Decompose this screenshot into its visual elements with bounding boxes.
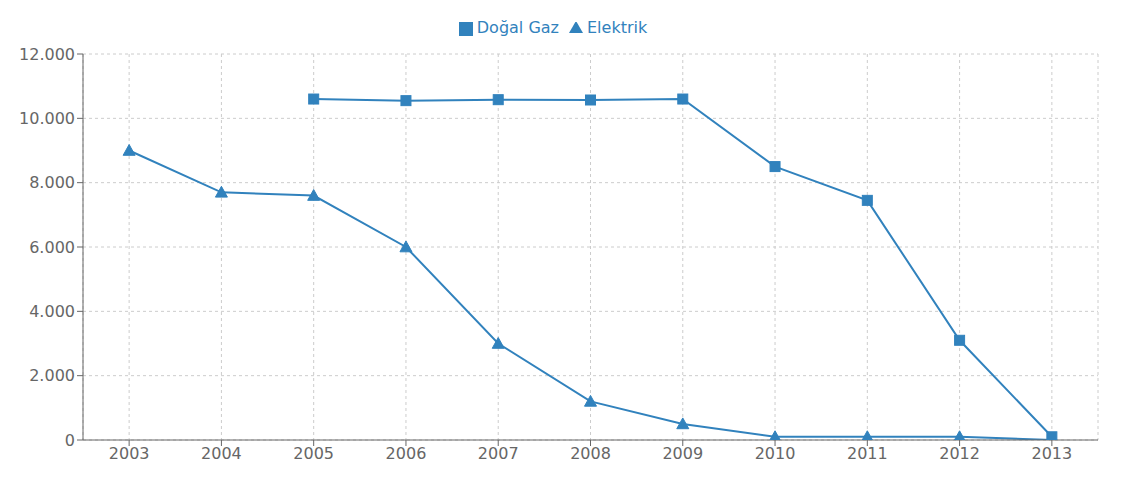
svg-text:2013: 2013 <box>1032 444 1073 463</box>
svg-text:2008: 2008 <box>570 444 611 463</box>
svg-text:2004: 2004 <box>201 444 242 463</box>
html-text:Elektrik: Elektrik <box>587 18 648 37</box>
svg-text:2012: 2012 <box>939 444 980 463</box>
svg-text:2010: 2010 <box>755 444 796 463</box>
svg-text:2006: 2006 <box>386 444 427 463</box>
svg-text:0: 0 <box>65 431 75 450</box>
svg-text:2.000: 2.000 <box>29 366 75 385</box>
svg-text:2003: 2003 <box>109 444 150 463</box>
svg-text:8.000: 8.000 <box>29 173 75 192</box>
svg-text:10.000: 10.000 <box>19 109 75 128</box>
svg-text:4.000: 4.000 <box>29 302 75 321</box>
svg-text:12.000: 12.000 <box>19 45 75 64</box>
svg-text:2009: 2009 <box>662 444 703 463</box>
html-text:Doğal Gaz: Doğal Gaz <box>476 18 559 37</box>
svg-text:6.000: 6.000 <box>29 238 75 257</box>
svg-text:2011: 2011 <box>847 444 888 463</box>
svg-text:2005: 2005 <box>293 444 334 463</box>
svg-text:2007: 2007 <box>478 444 519 463</box>
